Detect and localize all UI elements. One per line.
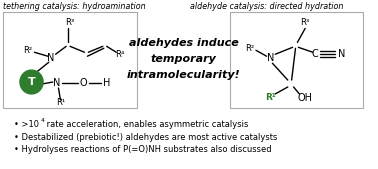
Text: T: T (28, 77, 36, 87)
Text: R¹: R¹ (56, 98, 65, 107)
Text: C: C (311, 49, 318, 59)
Text: N: N (338, 49, 345, 59)
Text: aldehyde catalysis: directed hydration: aldehyde catalysis: directed hydration (189, 2, 343, 11)
Text: R²: R² (245, 44, 254, 53)
Text: aldehydes induce: aldehydes induce (129, 38, 239, 48)
Text: N: N (267, 53, 274, 63)
Text: • >10: • >10 (14, 120, 39, 129)
Text: N: N (53, 78, 60, 88)
Text: intramolecularity!: intramolecularity! (127, 70, 241, 80)
Text: O: O (80, 78, 87, 88)
Text: R¹: R¹ (265, 93, 276, 102)
Text: OH: OH (297, 93, 313, 103)
Text: N: N (47, 53, 54, 63)
Bar (230, 12, 363, 108)
Text: R³: R³ (65, 18, 75, 27)
Text: temporary: temporary (151, 54, 217, 64)
Text: R²: R² (23, 46, 32, 55)
Text: H: H (103, 78, 110, 88)
Text: 4: 4 (41, 118, 45, 123)
Text: • Destabilized (prebiotic!) aldehydes are most active catalysts: • Destabilized (prebiotic!) aldehydes ar… (14, 133, 277, 142)
Text: tethering catalysis: hydroamination: tethering catalysis: hydroamination (3, 2, 146, 11)
Text: R³: R³ (301, 18, 310, 27)
Text: • Hydrolyses reactions of P(=O)NH substrates also discussed: • Hydrolyses reactions of P(=O)NH substr… (14, 146, 272, 154)
Text: R⁴: R⁴ (115, 50, 125, 59)
Bar (3, 12, 138, 108)
Circle shape (20, 70, 43, 94)
Text: rate acceleration, enables asymmetric catalysis: rate acceleration, enables asymmetric ca… (44, 120, 248, 129)
